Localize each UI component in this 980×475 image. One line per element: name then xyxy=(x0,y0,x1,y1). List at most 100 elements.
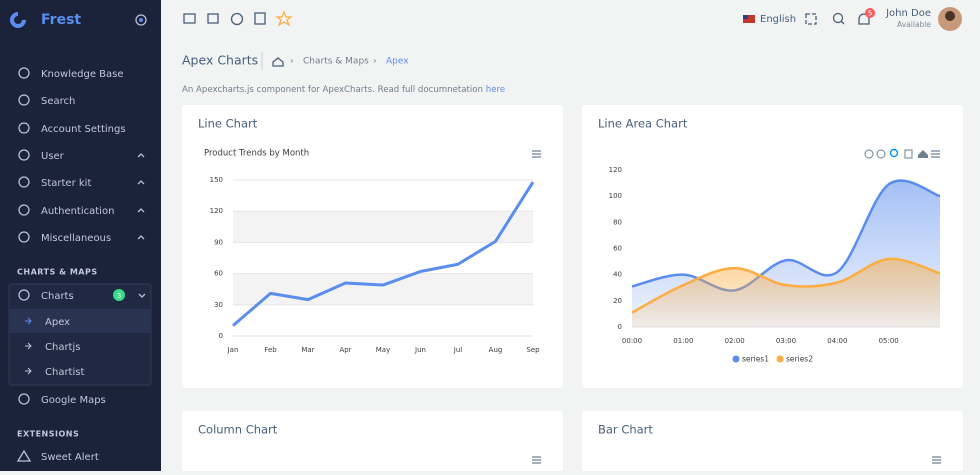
legend-label[interactable]: series2 xyxy=(786,355,813,364)
line xyxy=(632,257,940,314)
y-tick-label: 60 xyxy=(613,245,622,253)
description: An Apexcharts.js component for ApexChart… xyxy=(182,85,505,95)
y-tick-label: 30 xyxy=(214,301,223,309)
x-tick-label: 05:00 xyxy=(879,337,899,345)
badge-text: 3 xyxy=(117,292,121,300)
chevron xyxy=(137,208,145,213)
zoom-out[interactable] xyxy=(876,149,886,159)
arrow xyxy=(25,317,32,325)
card-title: Column Chart xyxy=(198,423,278,437)
home-icon[interactable] xyxy=(272,57,284,67)
x-tick-label: May xyxy=(376,346,390,354)
x-tick-label: Jun xyxy=(414,346,426,354)
menu-item[interactable]: Sweet Alert xyxy=(41,452,99,463)
icon xyxy=(18,149,30,161)
menu-item[interactable]: Knowledge Base xyxy=(41,69,124,80)
menu-item[interactable]: User xyxy=(41,151,65,162)
calendar-icon[interactable] xyxy=(254,12,266,25)
menu-icon[interactable] xyxy=(932,456,941,464)
submenu-item[interactable]: Apex xyxy=(45,317,70,328)
icon xyxy=(18,393,30,405)
legend-marker xyxy=(776,355,784,363)
menu-item[interactable]: Google Maps xyxy=(41,395,106,406)
description-text: An Apexcharts.js component for ApexChart… xyxy=(182,85,483,95)
menu-icon[interactable] xyxy=(532,150,541,158)
x-tick-label: Apr xyxy=(339,346,351,354)
y-tick-label: 120 xyxy=(609,166,622,174)
arrow xyxy=(25,367,32,375)
chart-title: Product Trends by Month xyxy=(204,149,309,159)
toggle-dot xyxy=(139,18,143,22)
star-icon[interactable] xyxy=(275,10,293,27)
breadcrumb-sep: › xyxy=(290,57,294,67)
link[interactable]: here xyxy=(486,85,505,95)
grid-band xyxy=(233,273,533,305)
flag-canton xyxy=(743,15,748,19)
user-status: Available xyxy=(897,20,931,29)
grid-band xyxy=(233,211,533,243)
menu-item[interactable]: Starter kit xyxy=(41,178,91,189)
x-tick-label: Jan xyxy=(227,346,239,354)
chevron xyxy=(137,180,145,185)
x-tick-label: Aug xyxy=(489,346,503,354)
submenu-item[interactable]: Chartist xyxy=(45,367,84,378)
y-tick-label: 0 xyxy=(219,332,223,340)
icon xyxy=(18,94,30,106)
toggle[interactable] xyxy=(135,14,147,26)
section-header: EXTENSIONS xyxy=(17,430,79,439)
line xyxy=(632,179,940,292)
card xyxy=(182,411,563,475)
icon xyxy=(18,289,30,301)
chevron xyxy=(137,153,145,158)
menu-icon[interactable] xyxy=(931,150,940,158)
x-tick-label: 04:00 xyxy=(827,337,847,345)
icon xyxy=(18,204,30,216)
legend-marker xyxy=(732,355,740,363)
logo xyxy=(10,12,26,28)
breadcrumb-sep: › xyxy=(373,57,377,67)
zoom-in[interactable] xyxy=(864,149,874,159)
y-tick-label: 100 xyxy=(609,192,622,200)
zoom[interactable] xyxy=(889,148,899,158)
menu-item[interactable]: Authentication xyxy=(41,206,114,217)
icon xyxy=(16,449,32,462)
language[interactable]: English xyxy=(760,14,796,25)
menu-item[interactable]: Account Settings xyxy=(41,124,126,135)
x-tick-label: 03:00 xyxy=(776,337,796,345)
submenu-item[interactable]: Chartjs xyxy=(45,342,80,353)
card xyxy=(582,411,963,475)
legend-label[interactable]: series1 xyxy=(742,355,769,364)
breadcrumb[interactable]: Charts & Maps xyxy=(303,57,369,67)
x-tick-label: Feb xyxy=(264,346,277,354)
area xyxy=(632,258,940,327)
card-title: Bar Chart xyxy=(598,423,653,437)
y-tick-label: 0 xyxy=(618,323,622,331)
menu-item[interactable]: Search xyxy=(41,96,75,107)
flag xyxy=(743,15,755,23)
page-title: Apex Charts xyxy=(182,53,258,68)
mail-icon[interactable] xyxy=(183,13,196,24)
search-icon[interactable] xyxy=(832,12,844,24)
active-item xyxy=(10,309,150,333)
fullscreen-icon[interactable] xyxy=(805,13,817,25)
brand[interactable]: Frest xyxy=(41,12,81,28)
card xyxy=(182,105,563,388)
icon xyxy=(18,176,30,188)
menu-item[interactable]: Miscellaneous xyxy=(41,233,111,244)
x-tick-label: 01:00 xyxy=(673,337,693,345)
breadcrumb-active: Apex xyxy=(386,57,409,67)
chevron xyxy=(137,235,145,240)
y-tick-label: 150 xyxy=(210,176,223,184)
y-tick-label: 120 xyxy=(210,207,223,215)
icon xyxy=(18,122,30,134)
reset[interactable] xyxy=(918,150,928,158)
pan[interactable] xyxy=(904,149,913,159)
menu-icon[interactable] xyxy=(532,456,541,464)
menu-item[interactable]: Charts xyxy=(41,291,74,302)
bell-icon[interactable] xyxy=(858,13,870,25)
todo-icon[interactable] xyxy=(230,12,244,26)
icon xyxy=(18,67,30,79)
chat-icon[interactable] xyxy=(207,13,219,24)
user-name[interactable]: John Doe xyxy=(885,8,931,19)
